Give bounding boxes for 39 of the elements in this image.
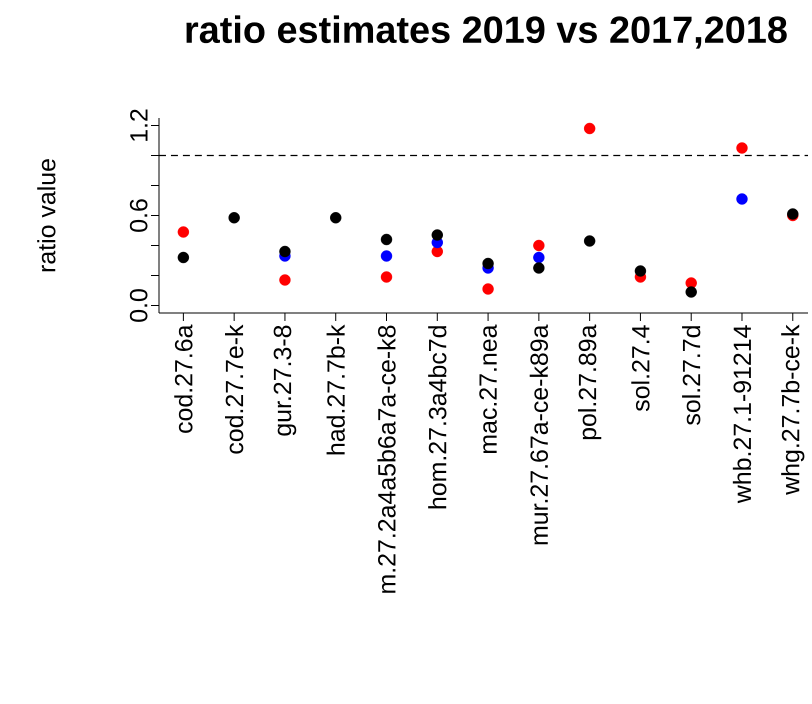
x-tick-label: cod.27.7e-k — [225, 324, 244, 454]
x-tick-label: m.27.2a4a5b6a7a-ce-k8 — [377, 326, 396, 593]
point — [533, 262, 545, 274]
x-tick-label: pol.27.89a — [578, 324, 602, 440]
point — [634, 265, 646, 277]
x-tick-label: mur.27.67a-ce-k89a — [530, 324, 548, 544]
y-axis-title: ratio value — [37, 159, 56, 272]
point — [380, 234, 392, 246]
point — [330, 212, 342, 224]
x-tick-label: gur.27.3-8 — [274, 326, 296, 436]
point — [432, 229, 443, 241]
point — [584, 235, 596, 247]
point — [228, 212, 240, 224]
point — [380, 271, 392, 283]
point — [279, 246, 291, 258]
x-tick-label: sol.27.4 — [631, 325, 650, 412]
point — [380, 250, 392, 262]
point — [279, 274, 291, 286]
x-tick-label: sol.27.7d — [682, 326, 700, 425]
x-tick-label: mac.27.nea — [479, 324, 497, 454]
x-tick-label: whg.27.7b-ce-k — [781, 324, 804, 495]
point — [533, 252, 545, 264]
y-tick-label: 0.6 — [130, 199, 148, 232]
x-tick-label: whb.27.1-91214 — [732, 325, 752, 504]
point — [178, 226, 190, 238]
point — [533, 240, 545, 252]
point — [736, 193, 748, 205]
chart-title: ratio estimates 2019 vs 2017,2018 — [186, 15, 787, 49]
point — [736, 142, 748, 154]
point — [482, 283, 494, 295]
point — [686, 286, 697, 298]
y-tick-label: 0.0 — [130, 289, 148, 322]
x-tick-label: cod.27.6a — [174, 324, 193, 433]
x-tick-label: hom.27.3a4bc7d — [428, 326, 446, 508]
point — [584, 122, 596, 134]
point — [178, 252, 190, 264]
x-tick-label: had.27.7b-k — [326, 324, 345, 454]
point — [482, 258, 494, 270]
y-tick-label: 1.2 — [130, 109, 148, 141]
